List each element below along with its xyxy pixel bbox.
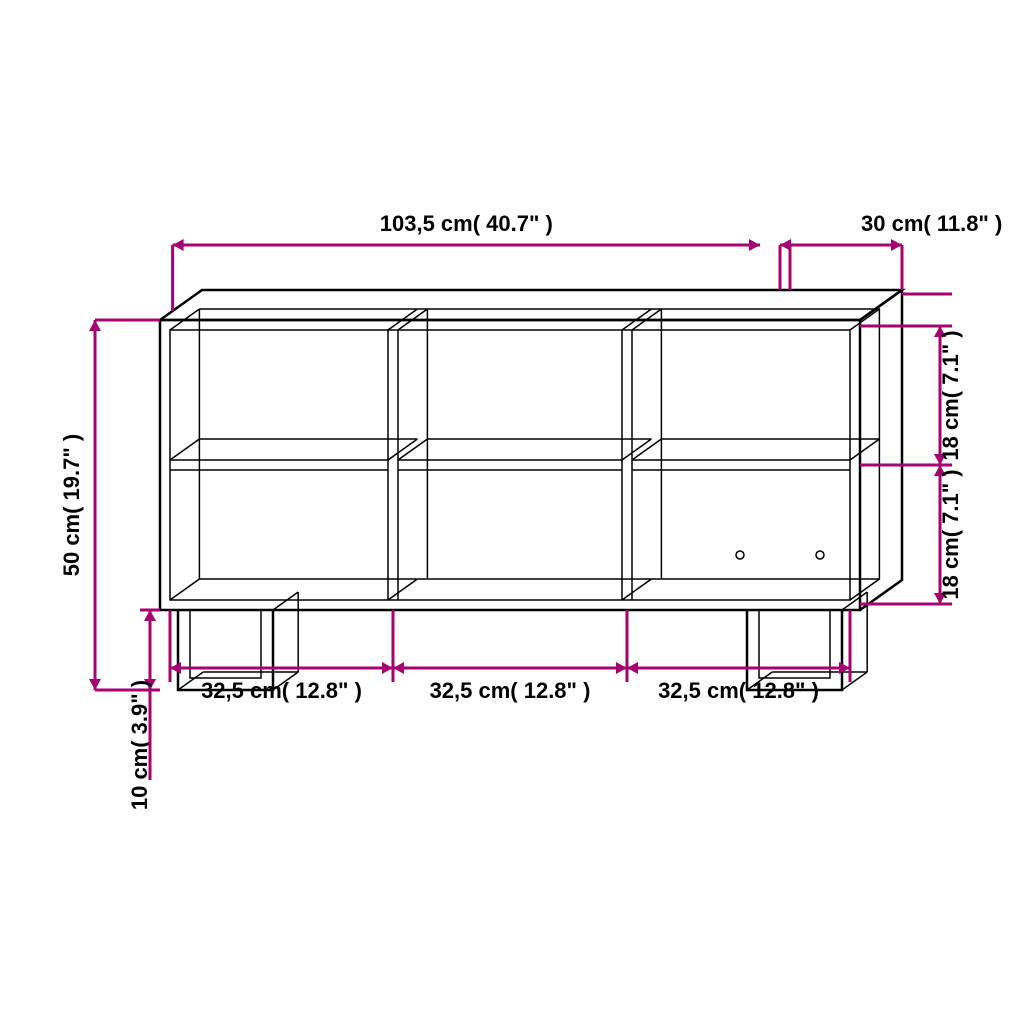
dim-col1_bottom: 32,5 cm( 12.8" ): [201, 678, 362, 703]
dim-width-top: 103,5 cm( 40.7" ): [380, 211, 553, 236]
dim-col3_bottom: 32,5 cm( 12.8" ): [658, 678, 819, 703]
dim-leg-height: 10 cm( 3.9" ): [127, 680, 152, 810]
dim-shelf-upper: 18 cm( 7.1" ): [938, 330, 963, 460]
dim-shelf-lower: 18 cm( 7.1" ): [938, 469, 963, 599]
dim-depth-top: 30 cm( 11.8" ): [861, 211, 1002, 236]
furniture-dimension-diagram: 103,5 cm( 40.7" ) 30 cm( 11.8" ) 50 cm( 19…: [0, 0, 1024, 1024]
dim-height-left: 50 cm( 19.7" ): [59, 434, 84, 577]
dim-col2_bottom: 32,5 cm( 12.8" ): [430, 678, 591, 703]
